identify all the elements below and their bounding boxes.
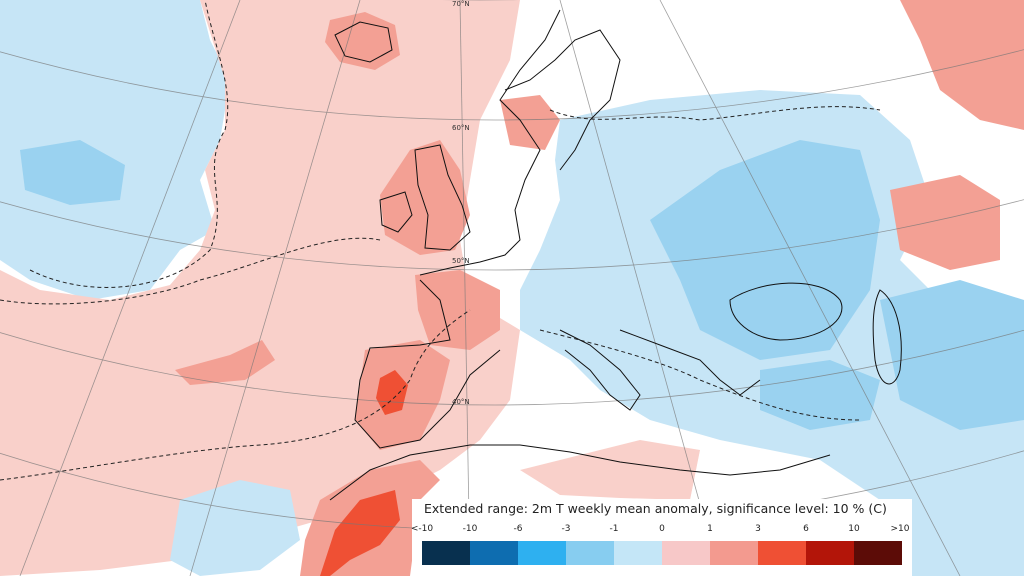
warm-strong-region-morocco xyxy=(320,490,400,576)
legend-tick: 6 xyxy=(803,524,809,534)
legend-swatch xyxy=(422,541,470,565)
cold-anomaly-spot-atlantic-west xyxy=(20,140,125,205)
coastline-italy xyxy=(559,329,641,411)
latitude-line-50n xyxy=(0,199,1024,271)
legend-tick: >10 xyxy=(890,524,910,534)
warm-strong-spot-spain xyxy=(376,370,408,415)
lat-label-50n: 50°N xyxy=(452,257,470,265)
meridian-line-2 xyxy=(189,0,361,576)
legend-swatch xyxy=(662,541,710,565)
legend-tick: 1 xyxy=(707,524,713,534)
legend-color-bar xyxy=(422,541,902,565)
legend-tick: -1 xyxy=(609,524,619,534)
coastline-black-sea xyxy=(729,282,843,341)
significance-contour-atlantic xyxy=(29,0,229,288)
cold-anomaly-region-northwest xyxy=(0,0,230,300)
coastlines xyxy=(329,9,902,501)
significance-contour-mediterranean xyxy=(539,329,861,421)
coastline-caspian xyxy=(872,289,902,385)
significance-contours xyxy=(0,0,881,481)
latitude-line-40n xyxy=(0,329,1024,406)
legend-tick: 10 xyxy=(848,524,860,534)
legend-swatch xyxy=(518,541,566,565)
coastline-ireland xyxy=(379,191,413,233)
legend-tick: -3 xyxy=(561,524,571,534)
coastline-balkans xyxy=(619,329,761,396)
warm-anomaly-region-russia xyxy=(890,175,1000,270)
warm-anomaly-region-france xyxy=(415,270,500,350)
legend-tick-row: <-10 -10 -6 -3 -1 0 1 3 6 10 >10 xyxy=(410,524,912,536)
lat-label-60n: 60°N xyxy=(452,124,470,132)
coastline-iceland xyxy=(334,21,393,63)
meridian-line-1 xyxy=(19,0,241,576)
coastline-britain xyxy=(414,144,471,251)
significance-contour-south xyxy=(0,309,471,481)
meridian-line-3 xyxy=(459,0,471,576)
legend-tick: 3 xyxy=(755,524,761,534)
legend-swatch xyxy=(566,541,614,565)
legend-swatch xyxy=(710,541,758,565)
legend-swatch xyxy=(614,541,662,565)
legend-tick: -6 xyxy=(513,524,523,534)
lat-label-70n: 70°N xyxy=(452,0,470,8)
warm-anomaly-region-scandinavia xyxy=(500,95,560,150)
legend-swatch xyxy=(758,541,806,565)
legend-tick: <-10 xyxy=(410,524,434,534)
coastline-iberia xyxy=(354,279,501,449)
legend: Extended range: 2m T weekly mean anomaly… xyxy=(410,499,912,576)
cold-mid-region-middle-east xyxy=(880,280,1024,430)
lat-label-40n: 40°N xyxy=(452,398,470,406)
warm-anomaly-region-libya xyxy=(520,440,700,500)
coastline-scandinavia xyxy=(504,29,621,171)
legend-tick: 0 xyxy=(659,524,665,534)
meridian-line-5 xyxy=(659,0,961,576)
cold-mid-region-turkey xyxy=(760,360,880,430)
legend-swatch xyxy=(470,541,518,565)
legend-tick: -10 xyxy=(462,524,478,534)
latitude-line-60n xyxy=(0,49,1024,121)
coastline-north-africa xyxy=(329,444,831,501)
cold-mid-region-eastern-europe xyxy=(650,140,880,360)
legend-title: Extended range: 2m T weekly mean anomaly… xyxy=(424,501,887,516)
legend-swatch xyxy=(806,541,854,565)
legend-swatch xyxy=(854,541,902,565)
coastline-europe-west xyxy=(419,9,561,276)
meridian-line-4 xyxy=(559,0,721,576)
